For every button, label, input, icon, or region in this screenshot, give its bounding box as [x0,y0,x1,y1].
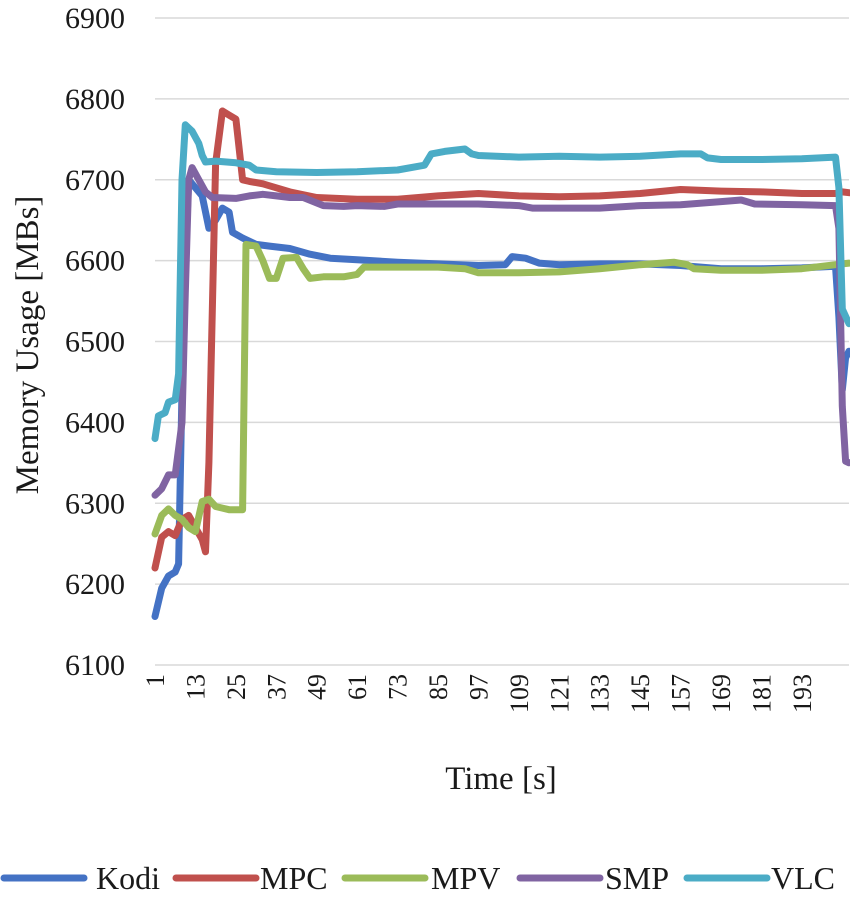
y-tick-label: 6400 [65,406,125,439]
x-tick-label: 109 [505,674,534,713]
x-tick-label: 193 [788,674,817,713]
x-tick-label: 157 [667,674,696,713]
x-tick-label: 97 [464,674,493,700]
x-tick-label: 73 [384,674,413,700]
y-tick-label: 6100 [65,649,125,682]
y-tick-label: 6600 [65,245,125,278]
x-tick-label: 145 [626,674,655,713]
x-tick-label: 169 [707,674,736,713]
x-tick-label: 13 [181,674,210,700]
y-axis-title: Memory Usage [MBs] [10,196,46,495]
x-tick-label: 37 [262,674,291,700]
legend: Kodi MPC MPV SMP VLC [0,860,835,896]
legend-label-vlc: VLC [771,860,835,896]
series-line-mpc [151,107,850,572]
legend-label-smp: SMP [605,860,669,896]
y-axis-ticks: 6100 6200 6300 6400 6500 6600 6700 6800 6900 [65,2,125,682]
x-tick-label: 61 [343,674,372,700]
series-line-mpv [151,240,850,538]
gridlines [155,17,849,666]
series-line-smp [151,164,850,499]
y-tick-label: 6200 [65,568,125,601]
legend-label-mpv: MPV [431,860,500,896]
x-tick-label: 133 [586,674,615,713]
x-axis-ticks: 1 13 25 37 49 61 73 85 97 109 121 133 145 157 169 181 19… [141,674,817,713]
x-tick-label: 85 [424,674,453,700]
legend-label-mpc: MPC [260,860,328,896]
y-tick-label: 6500 [65,326,125,359]
y-tick-label: 6900 [65,2,125,35]
x-tick-label: 1 [141,674,170,687]
x-tick-label: 49 [303,674,332,700]
series-line-vlc [151,121,850,443]
y-tick-label: 6300 [65,487,125,520]
x-axis-title: Time [s] [445,761,557,797]
x-tick-label: 121 [545,674,574,713]
x-tick-label: 181 [747,674,776,713]
x-tick-label: 25 [222,674,251,700]
y-tick-label: 6800 [65,83,125,116]
legend-label-kodi: Kodi [96,860,160,896]
y-tick-label: 6700 [65,164,125,197]
series-lines [151,107,850,620]
